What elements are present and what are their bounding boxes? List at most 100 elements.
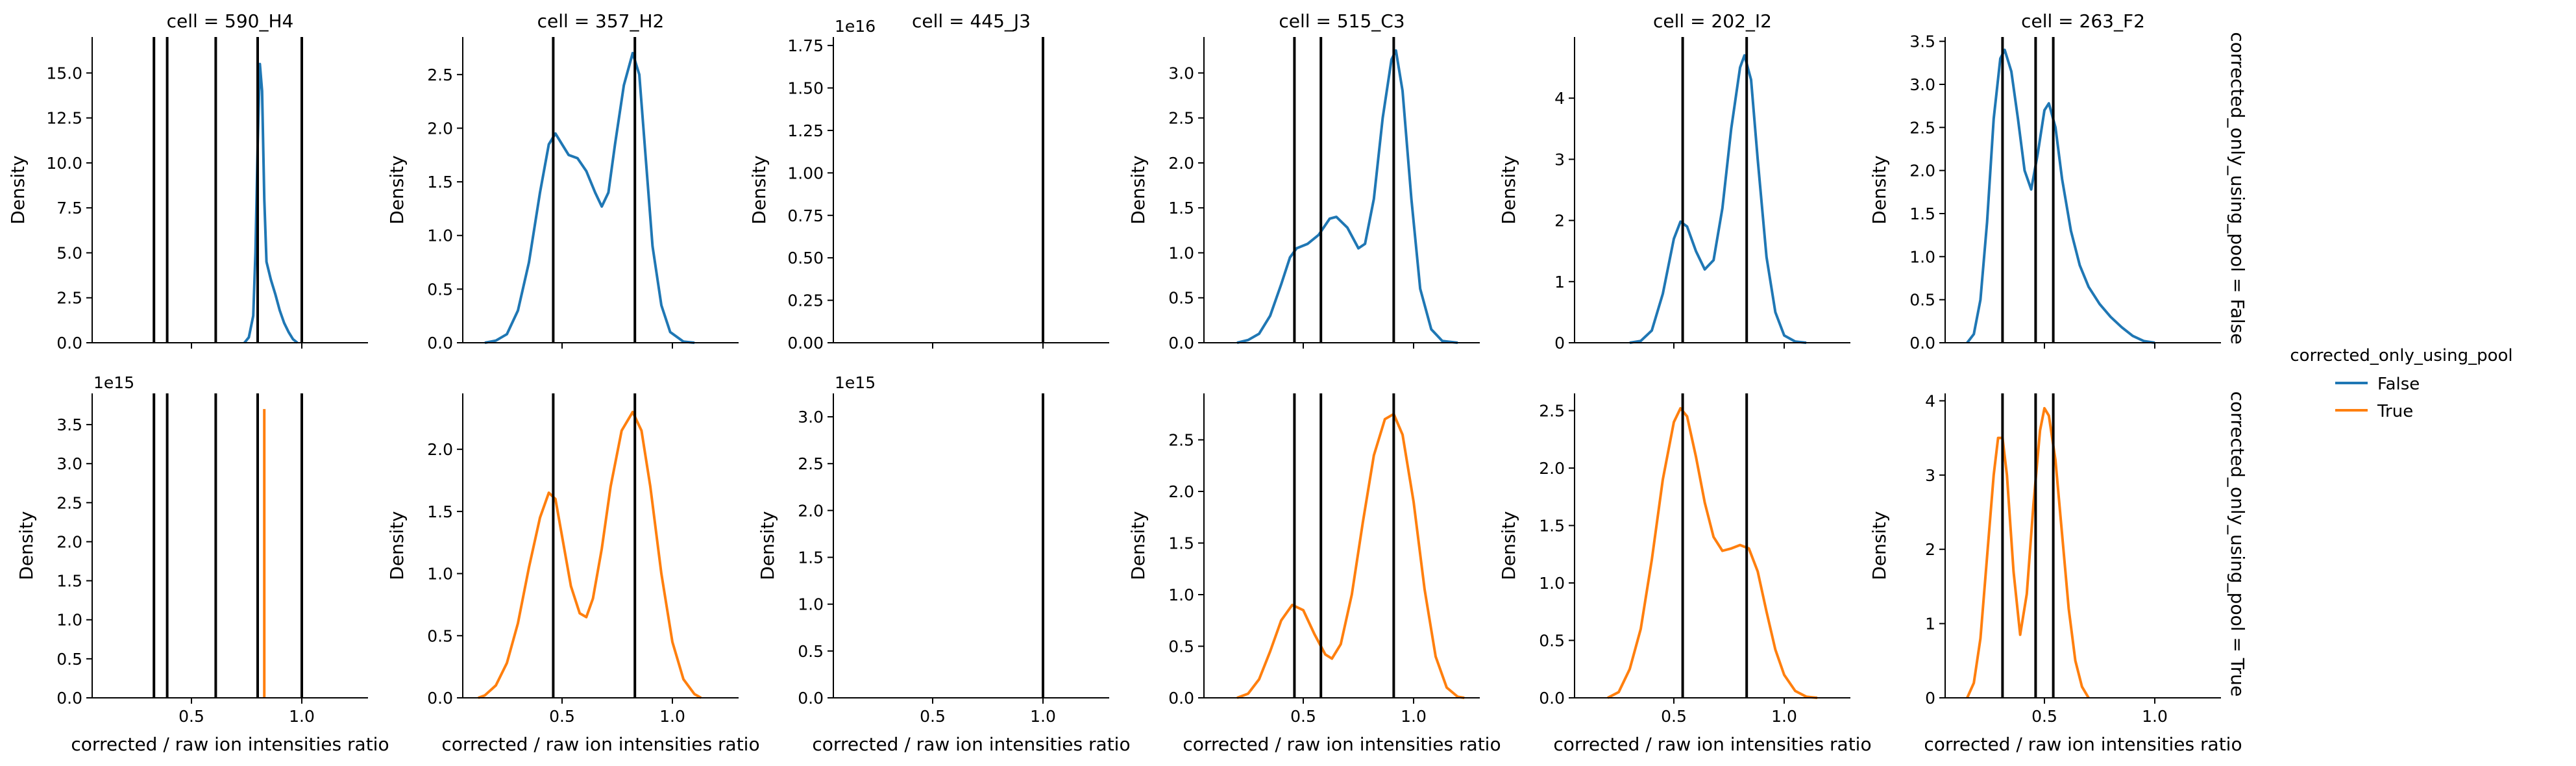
y-tick-label: 7.5 (56, 199, 82, 217)
y-tick-label: 3.0 (56, 454, 82, 473)
y-tick-label: 5.0 (56, 243, 82, 262)
legend-label-false: False (2377, 375, 2420, 394)
y-tick-label: 2.0 (1168, 154, 1194, 173)
y-tick-label: 0.00 (787, 334, 824, 352)
x-tick-label: 1.0 (1771, 707, 1797, 726)
panel-title: cell = 590_H4 (167, 10, 294, 32)
y-tick-label: 1.0 (1168, 243, 1194, 262)
y-tick-label: 0.75 (787, 206, 824, 225)
x-tick-label: 0.5 (1661, 707, 1687, 726)
row-title-true: corrected_only_using_pool = True (2227, 391, 2248, 697)
panel-r0-c0: cell = 590_H4 0.0 2.5 5.0 7.5 10.0 12.5 15.0 Den… (7, 10, 368, 352)
y-tick-label: 0.25 (787, 291, 824, 310)
y-tick-label: 3.5 (1909, 32, 1935, 51)
y-tick-label: 1.0 (798, 595, 824, 614)
legend-entry-false: False (2335, 375, 2420, 394)
y-tick-label: 2.5 (56, 289, 82, 308)
y-tick-label: 1.0 (56, 611, 82, 630)
y-tick-label: 0.0 (56, 334, 82, 352)
y-offset-label: 1e16 (835, 17, 876, 36)
x-tick-label: 0.5 (549, 707, 575, 726)
y-axis-label: Density (1127, 511, 1149, 580)
y-tick-label: 3.5 (56, 415, 82, 434)
y-tick-label: 0.5 (1539, 632, 1565, 650)
y-axis-label: Density (386, 155, 408, 224)
panel-title: cell = 202_I2 (1653, 10, 1772, 32)
kde-curve-true (478, 410, 702, 699)
y-tick-label: 1.0 (1168, 586, 1194, 604)
y-tick-label: 1.0 (1909, 247, 1935, 266)
y-tick-label: 1.5 (56, 572, 82, 591)
y-tick-label: 0.5 (427, 626, 453, 645)
y-tick-label: 1.5 (798, 549, 824, 567)
panel-r1-c5: 0 1 2 3 4 0.5 1.0 Density corrected / raw ion in… (1869, 391, 2242, 755)
kde-curve-false (484, 51, 695, 344)
kde-curve-false (1629, 54, 1807, 344)
legend: corrected_only_using_pool False True (2290, 346, 2512, 421)
y-tick-label: 1.5 (1168, 199, 1194, 217)
kde-curve-false (1236, 49, 1458, 344)
y-tick-label: 0.0 (1909, 334, 1935, 352)
panel-title: cell = 445_J3 (912, 10, 1031, 32)
x-axis-label: corrected / raw ion intensities ratio (71, 734, 389, 755)
x-axis-label: corrected / raw ion intensities ratio (441, 734, 759, 755)
y-axis-label: Density (1127, 155, 1149, 224)
row-titles: corrected_only_using_pool = False correc… (2227, 32, 2248, 697)
y-tick-label: 1.5 (1909, 204, 1935, 223)
y-tick-label: 1.25 (787, 121, 824, 140)
kde-curve-true (1966, 406, 2090, 699)
kde-curve-true (1236, 412, 1465, 699)
panel-r0-c3: cell = 515_C3 0.0 0.5 1.0 1.5 2.0 2.5 3.0 Densit… (1127, 10, 1480, 352)
y-tick-label: 2.5 (1168, 431, 1194, 450)
y-tick-label: 4 (1554, 89, 1565, 108)
x-tick-label: 1.0 (289, 707, 315, 726)
y-axis-label: Density (1869, 155, 1890, 224)
x-axis-label: corrected / raw ion intensities ratio (1924, 734, 2242, 755)
y-tick-label: 1.5 (427, 502, 453, 521)
y-tick-label: 0.0 (1168, 334, 1194, 352)
y-tick-label: 0.0 (798, 689, 824, 708)
y-axis-label: Density (386, 511, 408, 580)
y-axis-label: Density (1498, 155, 1519, 224)
y-tick-label: 0.5 (1168, 289, 1194, 308)
y-tick-label: 2.0 (427, 440, 453, 459)
kde-curve-false (243, 62, 299, 344)
kde-curve-false (1966, 48, 2155, 344)
y-tick-label: 1.0 (427, 227, 453, 245)
legend-entry-true: True (2335, 402, 2413, 421)
y-axis-label: Density (748, 155, 770, 224)
x-tick-label: 1.0 (1030, 707, 1056, 726)
y-tick-label: 0.50 (787, 249, 824, 267)
panels-layer: cell = 590_H40.02.55.07.510.012.515.0Den… (7, 10, 2242, 755)
y-tick-label: 0.5 (1909, 291, 1935, 310)
y-tick-label: 0.0 (427, 689, 453, 708)
y-tick-label: 3.0 (1909, 75, 1935, 94)
y-tick-label: 10.0 (46, 154, 82, 173)
y-tick-label: 1 (1925, 615, 1935, 634)
y-tick-label: 1.5 (427, 173, 453, 192)
x-axis-label: corrected / raw ion intensities ratio (1183, 734, 1501, 755)
y-tick-label: 2.0 (798, 501, 824, 520)
y-tick-label: 0.5 (1168, 637, 1194, 656)
y-tick-label: 2.0 (1168, 482, 1194, 501)
panel-title: cell = 515_C3 (1279, 10, 1405, 32)
legend-title: corrected_only_using_pool (2290, 346, 2512, 365)
row-title-false: corrected_only_using_pool = False (2227, 32, 2248, 344)
y-tick-label: 0.0 (427, 334, 453, 352)
y-tick-label: 3 (1554, 150, 1565, 169)
y-tick-label: 1.5 (1168, 534, 1194, 553)
x-axis-label: corrected / raw ion intensities ratio (812, 734, 1130, 755)
x-tick-label: 1.0 (2142, 707, 2168, 726)
y-tick-label: 0.0 (56, 689, 82, 708)
y-tick-label: 0.5 (798, 642, 824, 661)
y-tick-label: 2.0 (1539, 459, 1565, 478)
x-axis-label: corrected / raw ion intensities ratio (1553, 734, 1871, 755)
panel-r1-c4: 0.0 0.5 1.0 1.5 2.0 2.5 0.5 1.0 Density corrected… (1498, 393, 1872, 755)
y-tick-label: 0.0 (1168, 689, 1194, 708)
x-tick-label: 1.0 (659, 707, 685, 726)
y-tick-label: 2.5 (1909, 118, 1935, 137)
y-axis-label: Density (16, 511, 37, 580)
y-tick-label: 1.00 (787, 164, 824, 182)
y-tick-label: 4 (1925, 391, 1935, 410)
